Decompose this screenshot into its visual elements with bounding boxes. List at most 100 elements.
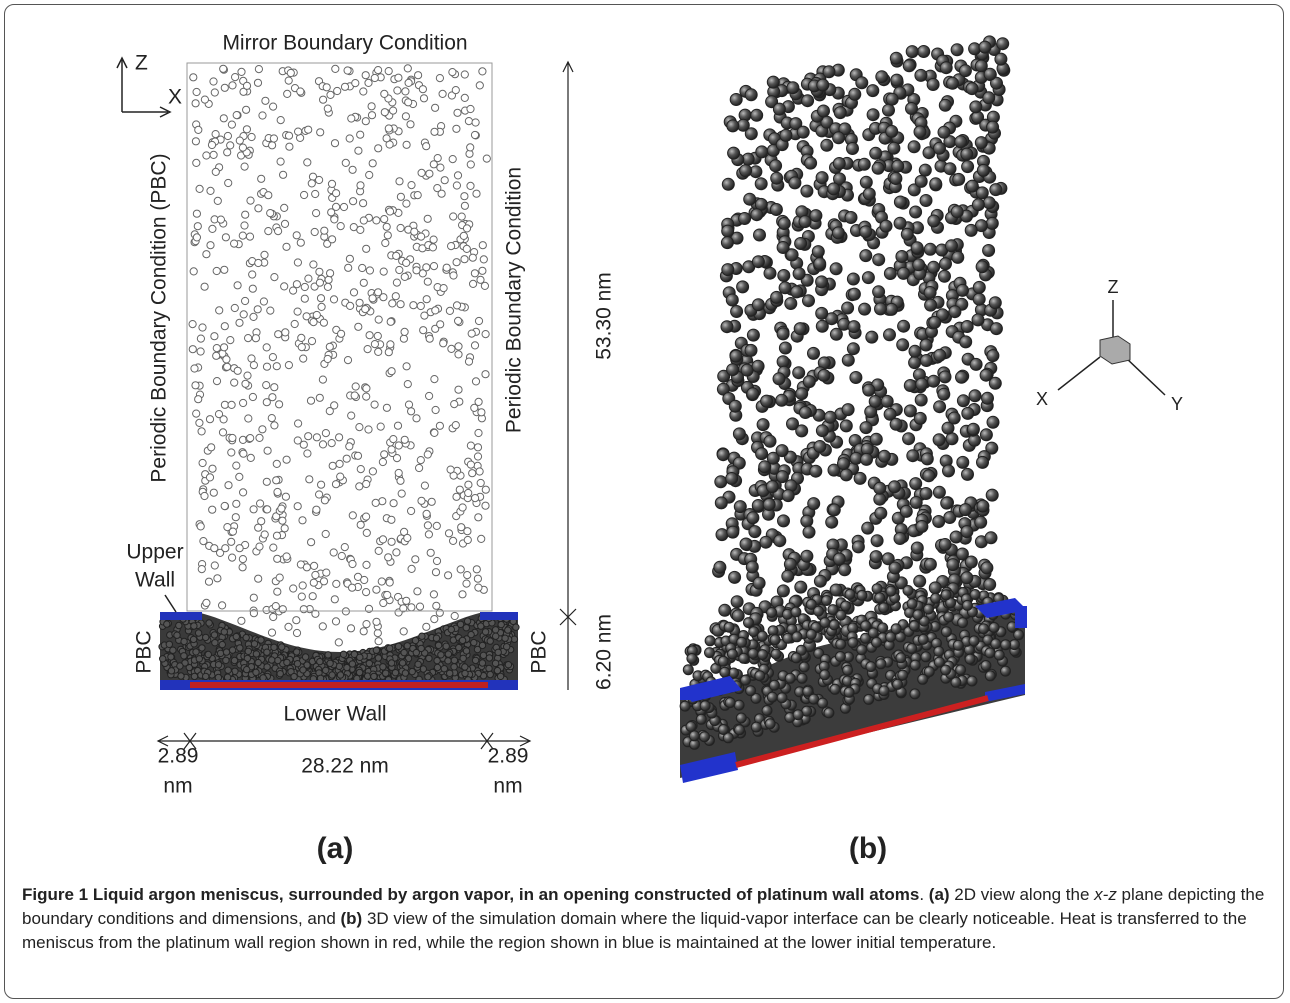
atom — [957, 284, 969, 296]
atom — [387, 341, 394, 348]
atom — [276, 401, 283, 408]
atom — [294, 649, 300, 655]
atom — [766, 481, 778, 493]
atom — [432, 307, 439, 314]
atom — [192, 100, 199, 107]
atom — [316, 176, 323, 183]
atom — [467, 461, 474, 468]
atom — [269, 354, 276, 361]
atom — [797, 673, 807, 683]
atom — [291, 320, 298, 327]
atom — [740, 165, 752, 177]
atom — [321, 497, 328, 504]
atom — [228, 538, 235, 545]
atom — [830, 263, 842, 275]
atom — [278, 505, 285, 512]
atom — [301, 295, 308, 302]
atom — [264, 447, 271, 454]
atom — [460, 655, 466, 661]
atom — [956, 548, 968, 560]
atom — [371, 401, 378, 408]
atom — [290, 585, 297, 592]
atom — [270, 544, 277, 551]
atom — [255, 66, 262, 73]
atom — [987, 121, 999, 133]
atom — [408, 565, 415, 572]
atom — [387, 645, 393, 651]
atom — [494, 667, 500, 673]
atom — [990, 323, 1002, 335]
atom — [977, 164, 989, 176]
atom — [273, 532, 280, 539]
atom — [445, 530, 452, 537]
atom — [901, 228, 913, 240]
atom — [206, 620, 212, 626]
atom — [472, 495, 479, 502]
atom — [975, 137, 987, 149]
atom — [451, 612, 458, 619]
atom — [910, 689, 920, 699]
atom — [833, 132, 845, 144]
atom — [243, 106, 250, 113]
atom — [829, 620, 839, 630]
atoms-3d — [680, 36, 1024, 749]
atom — [363, 245, 370, 252]
atom — [365, 79, 372, 86]
atom — [337, 672, 343, 678]
atom — [908, 141, 920, 153]
lower-wall-label: Lower Wall — [283, 703, 386, 726]
atom — [881, 395, 893, 407]
atom — [321, 227, 328, 234]
atom — [453, 493, 460, 500]
atom — [453, 302, 460, 309]
atom — [168, 668, 174, 674]
atom — [356, 299, 363, 306]
atom — [448, 345, 455, 352]
atom — [195, 396, 202, 403]
atom — [731, 306, 743, 318]
atom — [746, 561, 758, 573]
atom — [189, 321, 196, 328]
atom — [229, 528, 236, 535]
atom — [379, 458, 386, 465]
atom — [268, 415, 275, 422]
atom — [847, 273, 859, 285]
atom — [430, 591, 437, 598]
atom — [737, 637, 747, 647]
atom — [281, 204, 288, 211]
atom — [213, 378, 220, 385]
atom — [472, 378, 479, 385]
atom — [453, 182, 460, 189]
atom — [253, 669, 259, 675]
atom — [211, 333, 218, 340]
atom — [236, 137, 243, 144]
axis-x: X — [1036, 389, 1048, 409]
atom — [916, 521, 928, 533]
atom — [949, 306, 961, 318]
atom — [715, 497, 727, 509]
atom — [814, 441, 826, 453]
atom — [302, 654, 308, 660]
atom — [301, 283, 308, 290]
atom — [374, 630, 381, 637]
atom — [254, 306, 261, 313]
atom — [826, 516, 838, 528]
atom — [273, 363, 280, 370]
atom — [848, 288, 860, 300]
atom — [755, 671, 765, 681]
atom — [195, 630, 201, 636]
atom — [951, 206, 963, 218]
atom — [471, 639, 477, 645]
atom — [207, 187, 214, 194]
atom — [736, 713, 746, 723]
atom — [411, 228, 418, 235]
atom — [449, 69, 456, 76]
atom — [787, 82, 799, 94]
atom — [898, 670, 908, 680]
atom — [782, 490, 794, 502]
atom — [878, 623, 888, 633]
atom — [944, 612, 954, 622]
atom — [316, 491, 323, 498]
atom — [245, 415, 252, 422]
atom — [875, 507, 887, 519]
